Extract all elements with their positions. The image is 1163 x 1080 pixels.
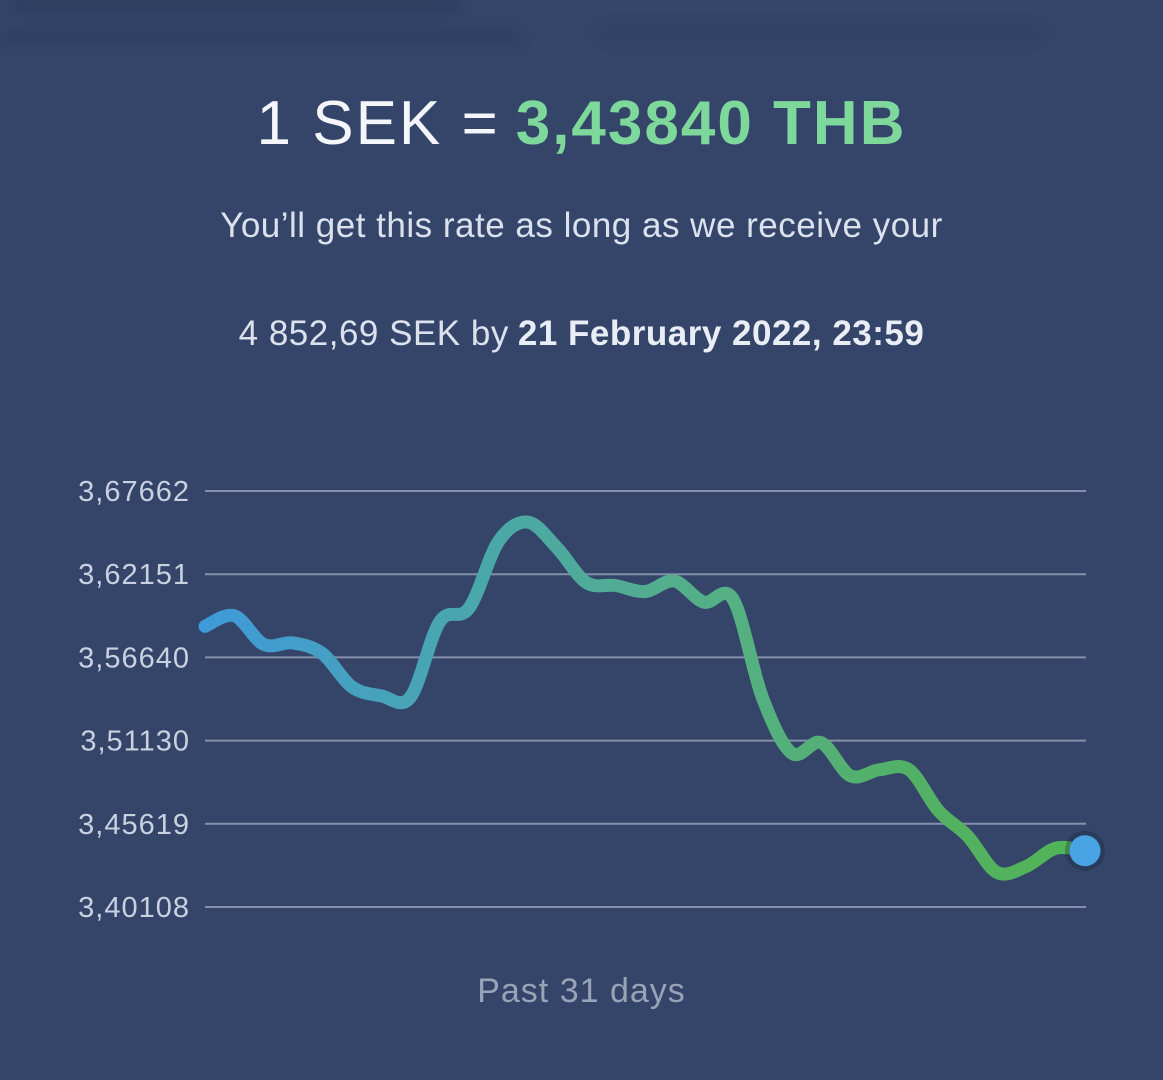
guarantee-deadline: 21 February 2022, 23:59 — [517, 314, 925, 353]
blur-artifact — [0, 30, 520, 45]
blur-artifact — [10, 0, 460, 13]
rate-line — [198, 515, 1092, 881]
deadline-line: 4 852,69 SEK by 21 February 2022, 23:59 — [0, 314, 1163, 354]
y-axis-label: 3,62151 — [78, 559, 190, 591]
guarantee-amount: 4 852,69 SEK by — [238, 314, 509, 353]
y-axis-label: 3,56640 — [78, 642, 190, 674]
rate-title-base: 1 SEK = — [256, 89, 500, 158]
y-axis-labels: 3,67662 3,62151 3,56640 3,51130 3,45619 3,401… — [78, 476, 190, 924]
x-axis-label: Past 31 days — [477, 972, 686, 1010]
endpoint-dot — [1069, 835, 1101, 867]
blur-artifact — [600, 26, 1040, 39]
y-axis-label: 3,40108 — [78, 892, 190, 924]
guarantee-text: You’ll get this rate as long as we recei… — [220, 206, 943, 245]
rate-line-group — [198, 515, 1105, 881]
rate-title: 1 SEK = 3,43840 THB — [0, 88, 1163, 159]
rate-chart: 3,67662 3,62151 3,56640 3,51130 3,45619 3,401… — [78, 476, 1105, 924]
gridlines — [205, 490, 1086, 908]
y-axis-label: 3,45619 — [78, 809, 190, 841]
rate-title-value: 3,43840 THB — [515, 89, 907, 158]
y-axis-label: 3,67662 — [78, 476, 190, 508]
y-axis-label: 3,51130 — [80, 726, 190, 758]
